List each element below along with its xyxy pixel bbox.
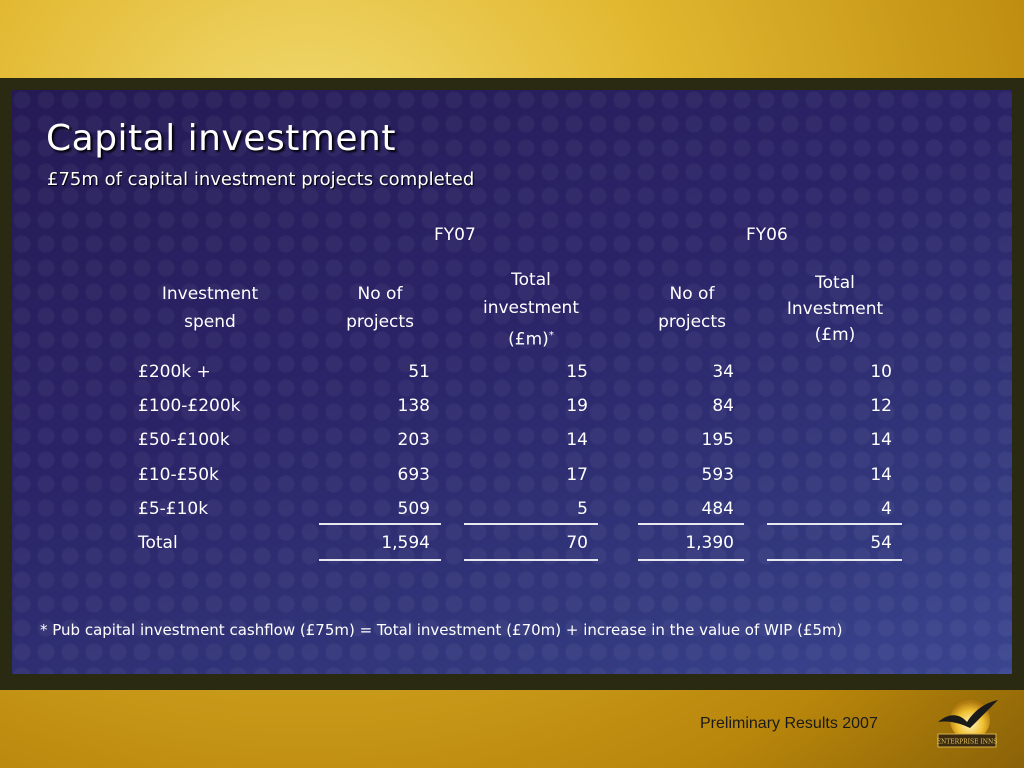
column-header-fy07-projects: No of projects [320,280,440,336]
header-line: projects [346,312,414,332]
row-label: £5-£10k [138,499,209,519]
fy07-total-value: 14 [566,430,588,450]
column-header-fy07-total: Total investment (£m)* [466,266,596,354]
fy06-total-value: 54 [870,533,892,553]
subtotal-rule [767,523,902,525]
header-line: Investment [786,299,884,319]
total-rule [319,559,441,561]
header-line: No of [357,284,403,304]
fy07-total-value: 5 [577,499,588,519]
total-rule [638,559,744,561]
total-rule [464,559,598,561]
fy07-projects-value: 138 [397,396,430,416]
fy06-total-value: 4 [881,499,892,519]
column-header-fy06-projects: No of projects [632,280,752,336]
fy06-projects-value: 84 [712,396,734,416]
subtotal-rule [638,523,744,525]
header-line: spend [184,312,236,332]
fy06-projects-value: 484 [701,499,734,519]
fy06-projects-value: 1,390 [685,533,734,553]
row-label: £50-£100k [138,430,230,450]
header-unit: (£m) [508,329,549,350]
fy07-total-value: 15 [566,362,588,382]
total-rule [767,559,902,561]
fy06-total-value: 10 [870,362,892,382]
column-header-fy06-total: Total Investment (£m) [770,270,900,348]
fy07-projects-value: 1,594 [381,533,430,553]
subtotal-rule [464,523,598,525]
fy06-projects-value: 593 [701,465,734,485]
slide-subtitle: £75m of capital investment projects comp… [47,169,475,190]
fy06-total-value: 14 [870,465,892,485]
header-line: Total [511,270,551,290]
row-label: £200k + [138,362,211,382]
fy07-total-value: 70 [566,533,588,553]
fy07-total-value: 19 [566,396,588,416]
header-line: (£m)* [466,322,596,354]
group-header-fy07: FY07 [434,225,476,245]
column-header-investment-spend: Investment spend [140,280,280,336]
fy07-total-value: 17 [566,465,588,485]
fy07-projects-value: 203 [397,430,430,450]
fy07-projects-value: 51 [408,362,430,382]
header-line: projects [658,312,726,332]
content-panel: Capital investment £75m of capital inves… [12,90,1012,674]
header-line: Investment [161,284,259,304]
fy06-total-value: 14 [870,430,892,450]
slide-title: Capital investment [46,118,396,159]
header-line: No of [669,284,715,304]
enterprise-inns-logo-icon: ENTERPRISE INNS [937,700,998,748]
footnote-marker: * [548,330,554,341]
fy06-projects-value: 195 [701,430,734,450]
header-line: investment [483,298,579,318]
fy06-projects-value: 34 [712,362,734,382]
header-line: (£m) [814,325,856,345]
fy06-total-value: 12 [870,396,892,416]
fy07-projects-value: 509 [397,499,430,519]
row-label: £100-£200k [138,396,241,416]
group-header-fy06: FY06 [746,225,788,245]
footnote: * Pub capital investment cashflow (£75m)… [40,621,843,639]
footer-label: Preliminary Results 2007 [700,715,878,732]
subtotal-rule [319,523,441,525]
row-label: £10-£50k [138,465,219,485]
header-line: Total [815,273,855,293]
fy07-projects-value: 693 [397,465,430,485]
row-label: Total [138,533,178,553]
logo-text: ENTERPRISE INNS [937,739,998,746]
